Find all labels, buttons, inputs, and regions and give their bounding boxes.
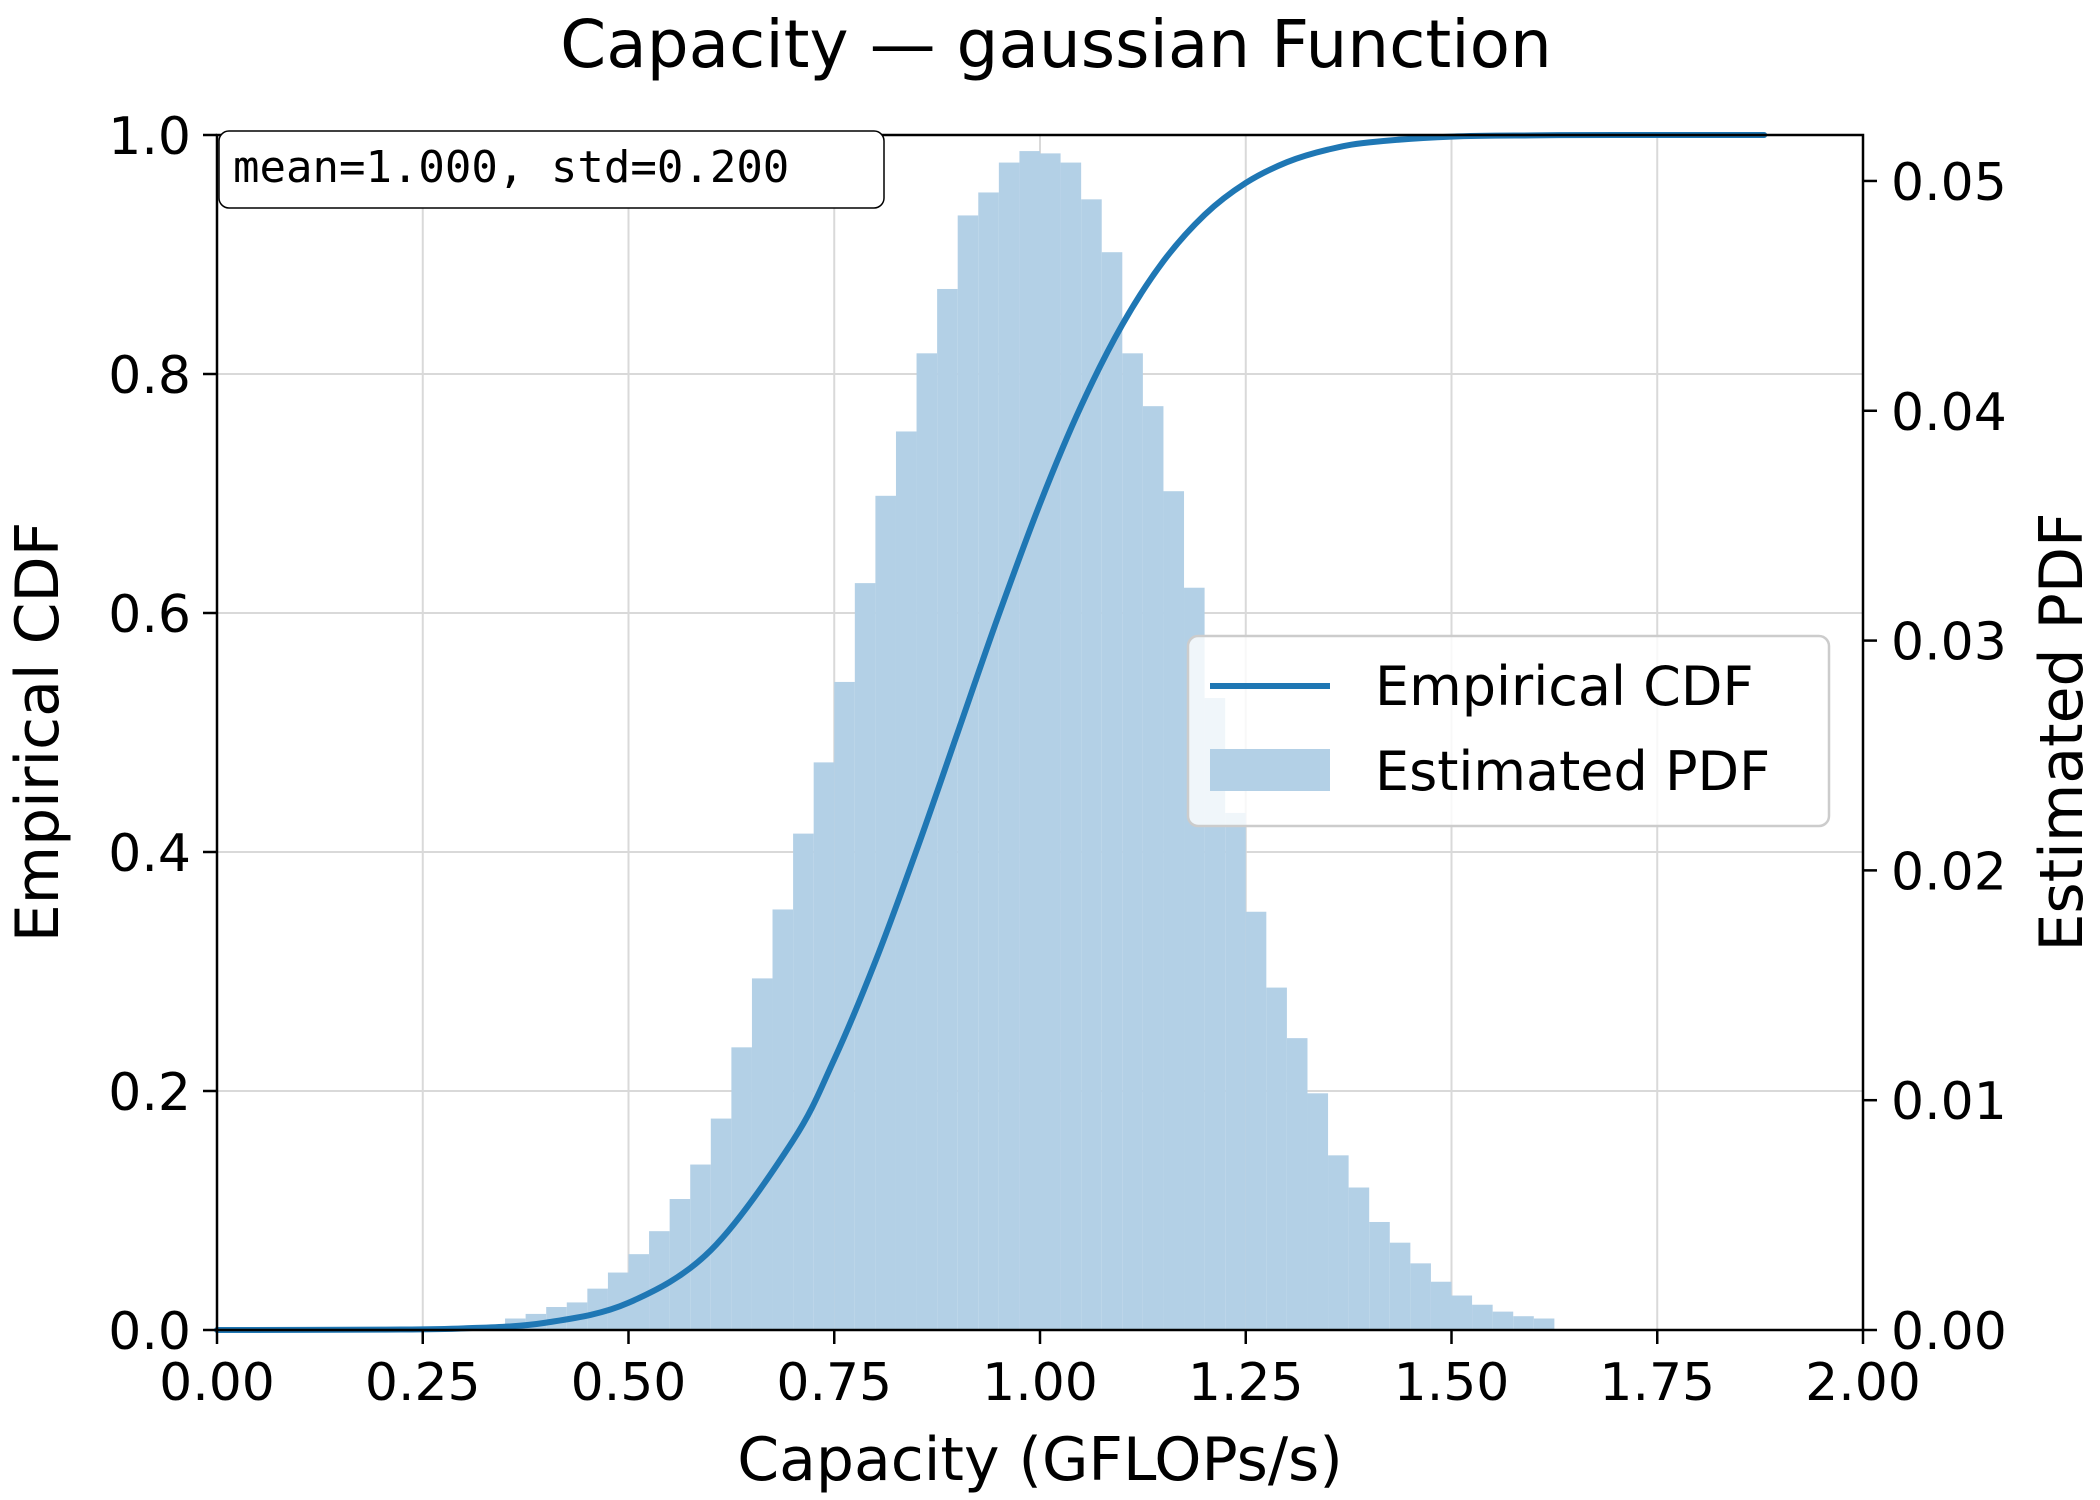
pdf-bar [1081, 199, 1102, 1330]
left-y-tick-label: 0.2 [108, 1063, 191, 1123]
pdf-bar [1019, 151, 1040, 1330]
pdf-bar [607, 1272, 629, 1330]
pdf-bar [751, 978, 773, 1330]
pdf-bar [1225, 812, 1246, 1330]
pdf-bar [1492, 1311, 1514, 1330]
pdf-bar [772, 909, 794, 1330]
pdf-bar [1163, 491, 1185, 1331]
x-tick-label: 0.75 [776, 1353, 892, 1413]
pdf-bar [1122, 353, 1143, 1330]
left-y-tick-label: 0.0 [108, 1302, 191, 1362]
right-y-tick-label: 0.02 [1891, 842, 2007, 902]
legend-pdf-label: Estimated PDF [1375, 740, 1770, 803]
x-axis-ticks: 0.00 0.25 0.50 0.75 1.00 1.25 1.50 1.75 2.00 [159, 1330, 1921, 1413]
right-y-tick-label: 0.05 [1891, 153, 2007, 213]
pdf-bar [1060, 162, 1082, 1331]
left-y-tick-label: 0.4 [108, 824, 191, 884]
pdf-bar [793, 833, 814, 1330]
x-tick-label: 1.75 [1599, 1353, 1715, 1413]
left-y-axis-label: Empirical CDF [3, 522, 73, 943]
pdf-bar [1472, 1304, 1493, 1330]
x-tick-label: 2.00 [1805, 1353, 1921, 1413]
pdf-bar [1266, 987, 1287, 1330]
legend: Empirical CDF Estimated PDF [1186, 634, 1831, 828]
stats-annotation-text: mean=1.000, std=0.200 [233, 142, 789, 193]
legend-pdf-swatch [1210, 749, 1330, 791]
chart-title: Capacity — gaussian Function [560, 6, 1552, 83]
left-y-tick-label: 0.6 [108, 585, 191, 645]
pdf-bar [628, 1254, 650, 1330]
right-y-axis-label: Estimated PDF [2027, 512, 2097, 951]
stats-annotation: mean=1.000, std=0.200 [218, 130, 885, 209]
pdf-bar [1328, 1155, 1349, 1330]
pdf-bar [1142, 406, 1164, 1330]
pdf-bar [1286, 1038, 1308, 1330]
legend-cdf-label: Empirical CDF [1375, 655, 1754, 718]
pdf-bar [710, 1118, 732, 1330]
legend-box [1186, 634, 1831, 828]
pdf-bar [731, 1047, 752, 1330]
pdf-bar [813, 762, 835, 1330]
pdf-bar [834, 681, 855, 1330]
x-tick-label: 1.50 [1394, 1353, 1510, 1413]
right-y-tick-label: 0.03 [1891, 613, 2007, 673]
pdf-bar [875, 495, 896, 1330]
pdf-bar [1369, 1221, 1390, 1330]
pdf-bar [1533, 1318, 1555, 1330]
pdf-bar [1389, 1242, 1411, 1330]
x-tick-label: 0.25 [365, 1353, 481, 1413]
pdf-bar [937, 288, 958, 1330]
pdf-bar [1430, 1281, 1452, 1330]
pdf-bar [1410, 1263, 1431, 1330]
pdf-bar [1348, 1187, 1370, 1330]
pdf-bar [1513, 1316, 1534, 1330]
right-y-axis-ticks: 0.00 0.01 0.02 0.03 0.04 0.05 [1863, 153, 2007, 1362]
pdf-bar [957, 215, 979, 1330]
right-y-tick-label: 0.04 [1891, 383, 2007, 443]
pdf-bar [649, 1231, 670, 1330]
pdf-bar [587, 1288, 608, 1330]
pdf-bar [916, 353, 938, 1330]
x-tick-label: 1.25 [1188, 1353, 1304, 1413]
right-y-tick-label: 0.00 [1891, 1302, 2007, 1362]
pdf-bar [690, 1164, 711, 1330]
pdf-bar [1204, 698, 1226, 1330]
x-tick-label: 0.00 [159, 1353, 275, 1413]
pdf-bar [669, 1199, 691, 1330]
pdf-bar [1307, 1093, 1329, 1330]
left-y-tick-label: 1.0 [108, 107, 191, 167]
right-y-tick-label: 0.01 [1891, 1072, 2007, 1132]
x-axis-label: Capacity (GFLOPs/s) [737, 1425, 1342, 1495]
pdf-bar [1245, 911, 1267, 1330]
stats-annotation-box [218, 130, 885, 209]
cdf-line [214, 131, 1768, 1333]
pdf-bar [978, 192, 999, 1331]
pdf-histogram [505, 151, 1555, 1331]
pdf-bar [998, 162, 1020, 1331]
left-y-tick-label: 0.8 [108, 346, 191, 406]
x-tick-label: 0.50 [571, 1353, 687, 1413]
pdf-bar [1101, 252, 1123, 1331]
pdf-bar [1451, 1295, 1473, 1330]
x-tick-label: 1.00 [982, 1353, 1098, 1413]
left-y-axis-ticks: 0.0 0.2 0.4 0.6 0.8 1.0 [108, 107, 217, 1362]
pdf-bar [1040, 153, 1061, 1330]
pdf-bar [854, 583, 876, 1330]
